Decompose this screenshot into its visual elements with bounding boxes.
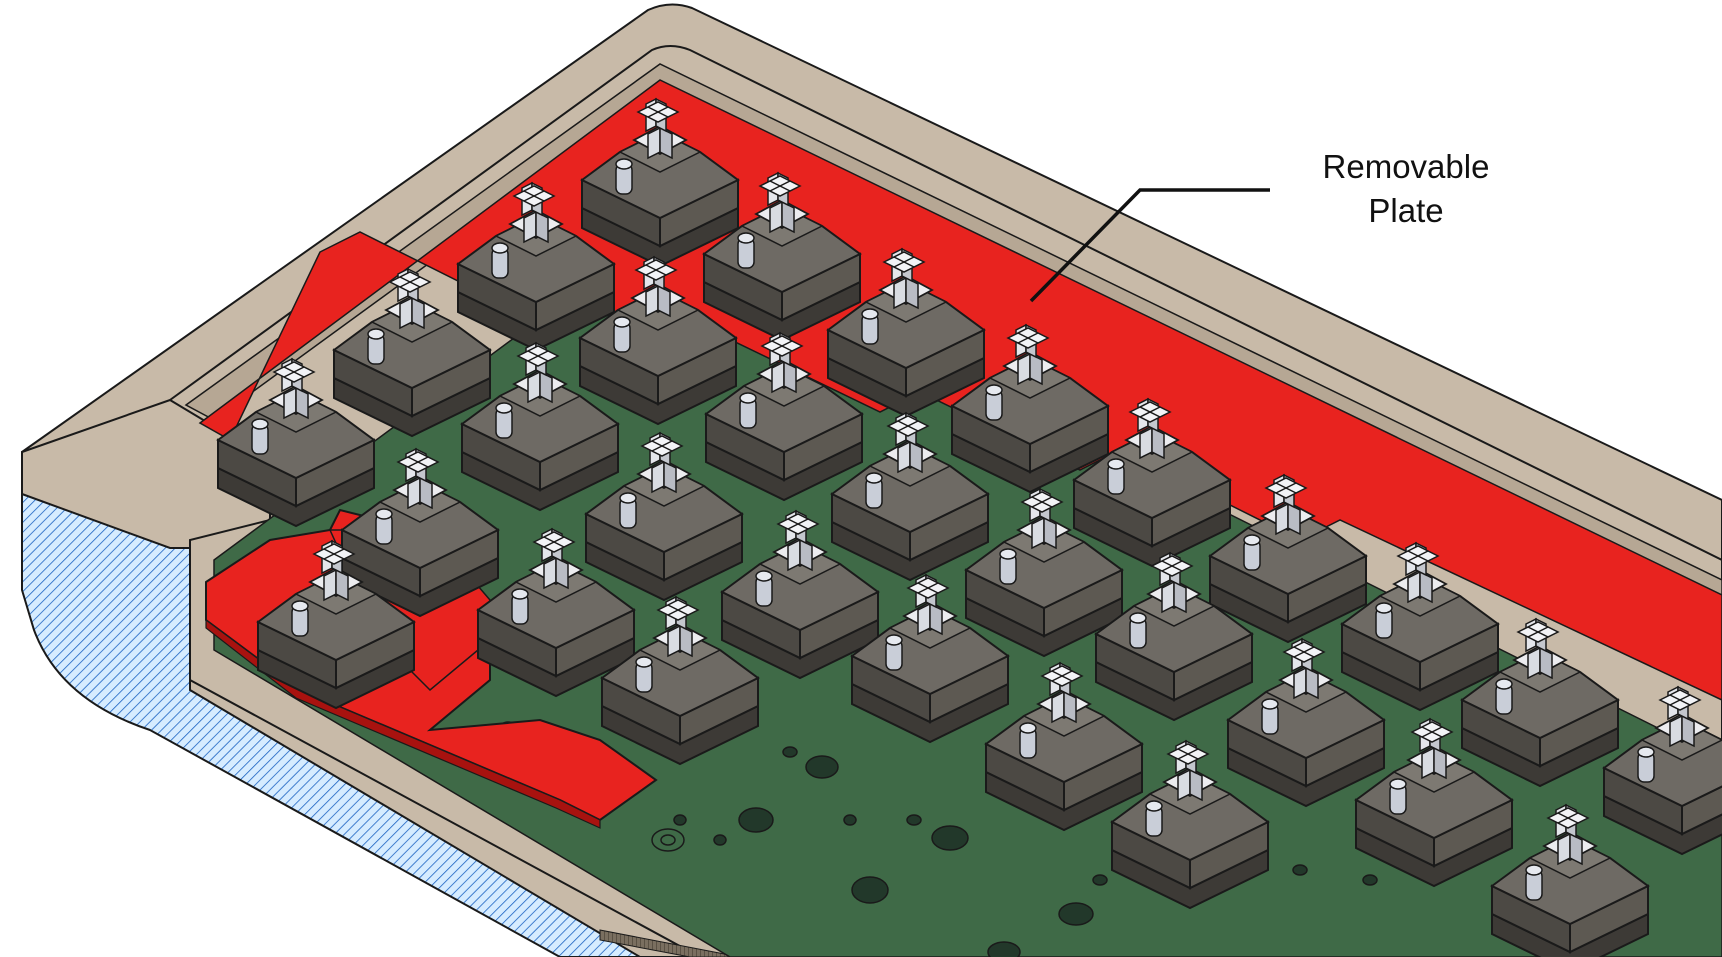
case-section-cut (21, 398, 741, 957)
callout-label-line2: Plate (1368, 192, 1443, 229)
callout-label-line1: Removable (1323, 148, 1490, 185)
callout-leader-line (1029, 188, 1270, 303)
callout: Removable Plate (1029, 148, 1490, 303)
